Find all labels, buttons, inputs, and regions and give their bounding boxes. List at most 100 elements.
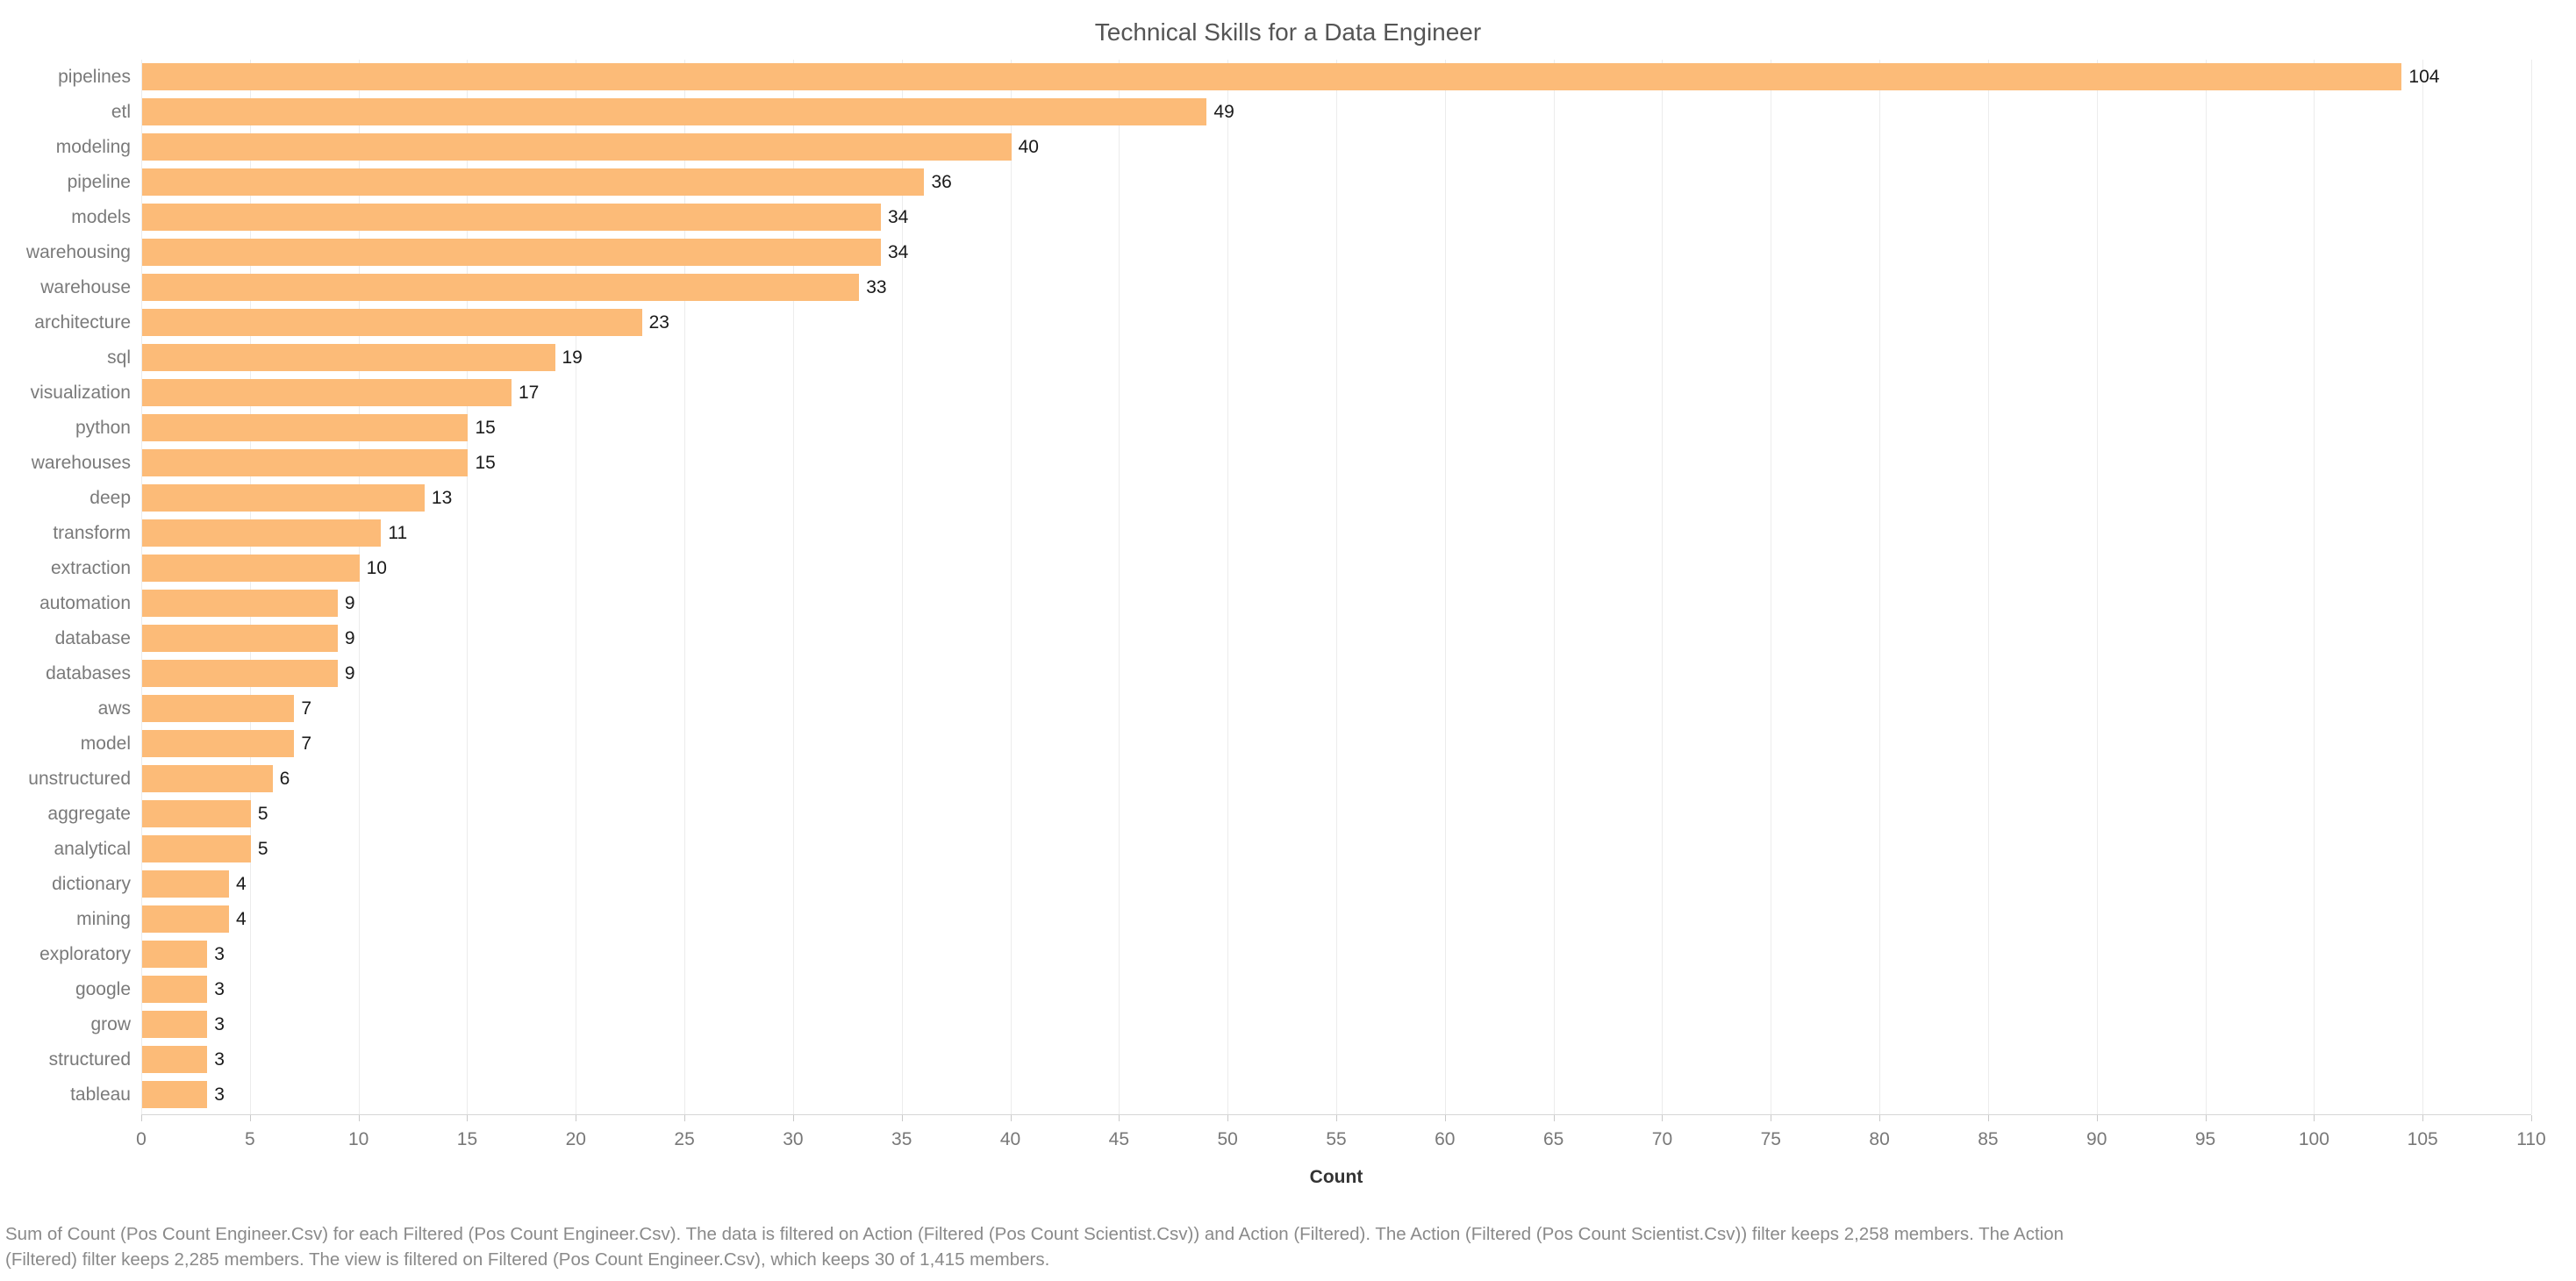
bar[interactable] — [142, 625, 338, 652]
bar[interactable] — [142, 274, 860, 301]
bar-row: transform 11 — [53, 516, 2531, 551]
x-tick-label: 75 — [1760, 1129, 1781, 1149]
bar[interactable] — [142, 379, 512, 406]
bar[interactable] — [142, 449, 469, 476]
bar[interactable] — [142, 344, 555, 371]
bar[interactable] — [142, 1011, 208, 1038]
x-tick-label: 35 — [891, 1129, 912, 1149]
value-label: 34 — [887, 242, 909, 262]
x-tick-label: 40 — [999, 1129, 1021, 1149]
bar[interactable] — [142, 63, 2402, 90]
bar-row: warehouses 15 — [32, 446, 2531, 481]
x-tick-label: 80 — [1869, 1129, 1890, 1149]
x-tick-label: 10 — [347, 1129, 369, 1149]
category-label: database — [54, 628, 131, 648]
x-tick-label: 105 — [2407, 1129, 2438, 1149]
bar[interactable] — [142, 905, 230, 933]
x-tick — [1010, 1115, 1012, 1121]
bar[interactable] — [142, 941, 208, 968]
bar[interactable] — [142, 414, 469, 441]
category-label: warehousing — [25, 242, 131, 262]
category-label: exploratory — [39, 944, 131, 964]
x-tick — [684, 1115, 686, 1121]
bar-row: etl 49 — [111, 95, 2531, 130]
gridline — [1662, 60, 1664, 1114]
gridline — [1227, 60, 1229, 1114]
gridline — [901, 60, 903, 1114]
bar[interactable] — [142, 309, 642, 336]
bar[interactable] — [142, 1081, 208, 1108]
category-label: mining — [76, 909, 131, 929]
bar[interactable] — [142, 519, 382, 547]
category-label: warehouse — [40, 277, 131, 297]
x-tick — [2096, 1115, 2098, 1121]
x-tick — [1119, 1115, 1120, 1121]
gridline — [2531, 60, 2532, 1114]
value-label: 9 — [344, 593, 355, 613]
value-label: 5 — [257, 804, 268, 824]
x-tick-label: 55 — [1326, 1129, 1347, 1149]
bar[interactable] — [142, 695, 295, 722]
bar[interactable] — [142, 976, 208, 1003]
bar-row: python 15 — [75, 411, 2531, 446]
bar[interactable] — [142, 484, 425, 512]
x-tick — [901, 1115, 903, 1121]
bar-row: pipelines 104 — [58, 60, 2531, 95]
value-label: 9 — [344, 663, 355, 683]
value-label: 11 — [388, 523, 408, 543]
caption: Sum of Count (Pos Count Engineer.Csv) fo… — [5, 1221, 2572, 1272]
bar[interactable] — [142, 765, 273, 792]
bar-row: warehouse 33 — [40, 270, 2531, 305]
bar[interactable] — [142, 660, 338, 687]
x-tick — [1227, 1115, 1229, 1121]
category-label: databases — [46, 663, 131, 683]
x-tick-label: 45 — [1108, 1129, 1130, 1149]
value-label: 3 — [214, 944, 225, 964]
x-tick-label: 95 — [2194, 1129, 2216, 1149]
category-label: structured — [48, 1049, 131, 1070]
bar[interactable] — [142, 590, 338, 617]
x-tick — [2205, 1115, 2207, 1121]
x-tick — [2531, 1115, 2532, 1121]
bar[interactable] — [142, 555, 360, 582]
value-label: 6 — [279, 769, 290, 789]
value-label: 7 — [301, 734, 312, 754]
category-label: visualization — [30, 383, 131, 403]
value-label: 9 — [344, 628, 355, 648]
x-tick — [249, 1115, 251, 1121]
bar[interactable] — [142, 98, 1207, 125]
x-axis: 0 5 10 15 20 25 30 35 40 45 50 55 60 65 70 75 80 85 90 95 10… — [136, 1114, 2546, 1149]
value-label: 104 — [2408, 67, 2440, 87]
x-tick — [792, 1115, 794, 1121]
bar[interactable] — [142, 239, 881, 266]
x-tick — [1662, 1115, 1664, 1121]
bar-row: structured 3 — [49, 1042, 2531, 1077]
bar[interactable] — [142, 204, 881, 231]
bar[interactable] — [142, 835, 251, 862]
bar-row: tableau 3 — [70, 1077, 2531, 1113]
bar[interactable] — [142, 1046, 208, 1073]
bar-row: aggregate 5 — [47, 797, 2531, 832]
bar[interactable] — [142, 168, 925, 196]
category-label: model — [80, 734, 131, 754]
bar-row: modeling 40 — [56, 130, 2531, 165]
gridline — [792, 60, 794, 1114]
bar-row: architecture 23 — [34, 305, 2531, 340]
gridline — [1444, 60, 1446, 1114]
gridline — [249, 60, 251, 1114]
x-tick — [467, 1115, 469, 1121]
bar-row: database 9 — [55, 621, 2531, 656]
value-label: 3 — [214, 979, 225, 999]
bar-row: databases 9 — [46, 656, 2531, 691]
value-label: 49 — [1213, 102, 1234, 122]
category-label: tableau — [70, 1084, 131, 1105]
gridline — [684, 60, 686, 1114]
bar-row: deep 13 — [89, 481, 2531, 516]
category-label: warehouses — [31, 453, 131, 473]
bar[interactable] — [142, 730, 295, 757]
category-label: python — [75, 418, 131, 438]
bar-row: model 7 — [81, 726, 2531, 762]
bar[interactable] — [142, 800, 251, 827]
bar[interactable] — [142, 870, 230, 898]
bar[interactable] — [142, 133, 1012, 161]
